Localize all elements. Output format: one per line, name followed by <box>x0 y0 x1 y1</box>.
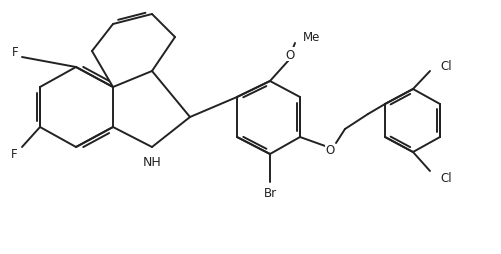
Text: F: F <box>12 45 19 58</box>
Text: Cl: Cl <box>440 171 451 184</box>
Text: Cl: Cl <box>440 59 451 72</box>
Text: O: O <box>325 143 335 156</box>
Text: F: F <box>11 148 18 161</box>
Text: O: O <box>286 48 295 61</box>
Text: Br: Br <box>264 187 277 200</box>
Text: NH: NH <box>143 155 161 168</box>
Text: Me: Me <box>303 30 320 43</box>
